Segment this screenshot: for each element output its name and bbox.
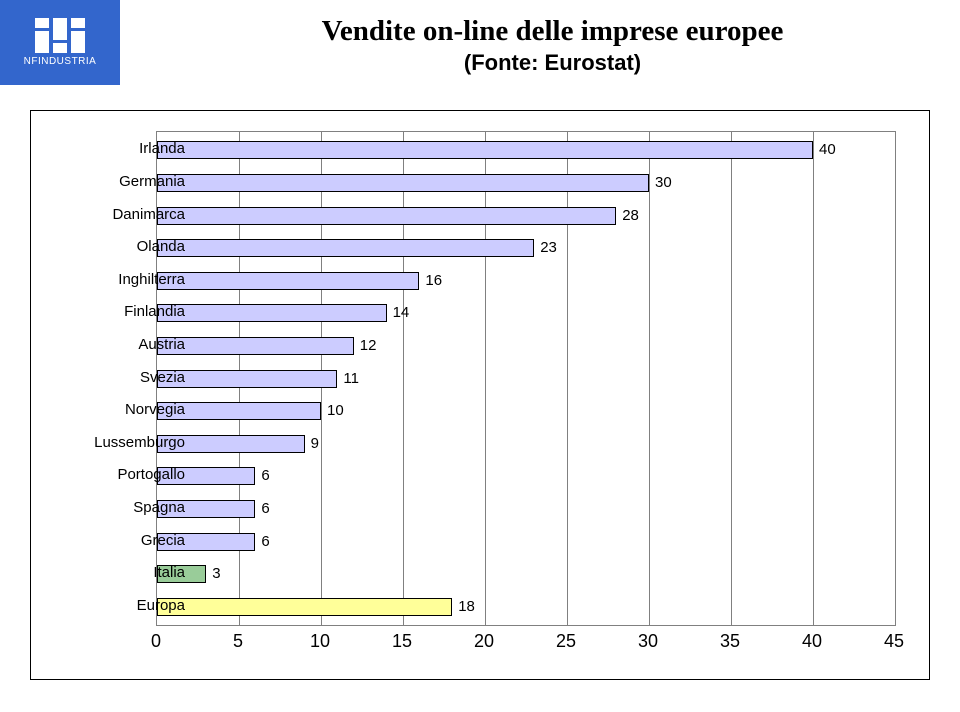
bar-value-label: 14 [393, 304, 410, 322]
x-tick-label: 45 [884, 631, 904, 652]
bar-value-label: 6 [261, 500, 269, 518]
category-label: Austria [75, 336, 185, 353]
bar-value-label: 18 [458, 598, 475, 616]
x-tick-label: 20 [474, 631, 494, 652]
logo-icon [35, 18, 85, 53]
category-label: Spagna [75, 499, 185, 516]
category-label: Europa [75, 597, 185, 614]
x-tick-label: 30 [638, 631, 658, 652]
chart-title: Vendite on-line delle imprese europee (F… [185, 15, 920, 76]
bar-row: 18 [157, 598, 475, 616]
bar-value-label: 40 [819, 141, 836, 159]
bar [157, 141, 813, 159]
bar-row: 30 [157, 174, 672, 192]
bar-value-label: 30 [655, 174, 672, 192]
x-tick-label: 10 [310, 631, 330, 652]
x-tick-label: 5 [233, 631, 243, 652]
category-label: Finlandia [75, 303, 185, 320]
bar-value-label: 6 [261, 533, 269, 551]
x-tick-label: 0 [151, 631, 161, 652]
bar-row: 28 [157, 207, 639, 225]
x-tick-label: 40 [802, 631, 822, 652]
category-label: Portogallo [75, 466, 185, 483]
bar-row: 10 [157, 402, 344, 420]
bar [157, 239, 534, 257]
bar-value-label: 10 [327, 402, 344, 420]
gridline [649, 132, 650, 625]
title-main: Vendite on-line delle imprese europee [185, 15, 920, 48]
bar-value-label: 12 [360, 337, 377, 355]
bar-row: 16 [157, 272, 442, 290]
bar-row: 11 [157, 370, 359, 388]
bar-value-label: 6 [261, 467, 269, 485]
category-label: Grecia [75, 532, 185, 549]
bar-value-label: 11 [343, 370, 359, 388]
x-tick-label: 25 [556, 631, 576, 652]
category-label: Svezia [75, 369, 185, 386]
logo-text: NFINDUSTRIA [24, 56, 97, 67]
title-sub: (Fonte: Eurostat) [185, 50, 920, 76]
bar [157, 598, 452, 616]
x-tick-label: 15 [392, 631, 412, 652]
bar-row: 12 [157, 337, 376, 355]
category-label: Italia [75, 564, 185, 581]
category-label: Germania [75, 173, 185, 190]
bar-row: 40 [157, 141, 836, 159]
gridline [731, 132, 732, 625]
bar [157, 207, 616, 225]
bar-value-label: 9 [311, 435, 319, 453]
plot-area: 40 30 28 23 16 14 1211 10 9 6 6 6 3 18 [156, 131, 896, 626]
bar-row: 14 [157, 304, 409, 322]
bar-row: 23 [157, 239, 557, 257]
bar [157, 337, 354, 355]
bar-value-label: 28 [622, 207, 639, 225]
category-label: Norvegia [75, 401, 185, 418]
category-label: Inghilterra [75, 271, 185, 288]
bar [157, 272, 419, 290]
bar-value-label: 16 [425, 272, 442, 290]
category-label: Olanda [75, 238, 185, 255]
category-label: Lussemburgo [75, 434, 185, 451]
x-tick-label: 35 [720, 631, 740, 652]
category-label: Danimarca [75, 206, 185, 223]
gridline [813, 132, 814, 625]
bar [157, 174, 649, 192]
chart-frame: 40 30 28 23 16 14 1211 10 9 6 6 6 3 18 Irlanda Germani… [30, 110, 930, 680]
bar [157, 304, 387, 322]
bar-value-label: 3 [212, 565, 220, 583]
bar-value-label: 23 [540, 239, 557, 257]
logo: NFINDUSTRIA [0, 0, 120, 85]
category-label: Irlanda [75, 140, 185, 157]
